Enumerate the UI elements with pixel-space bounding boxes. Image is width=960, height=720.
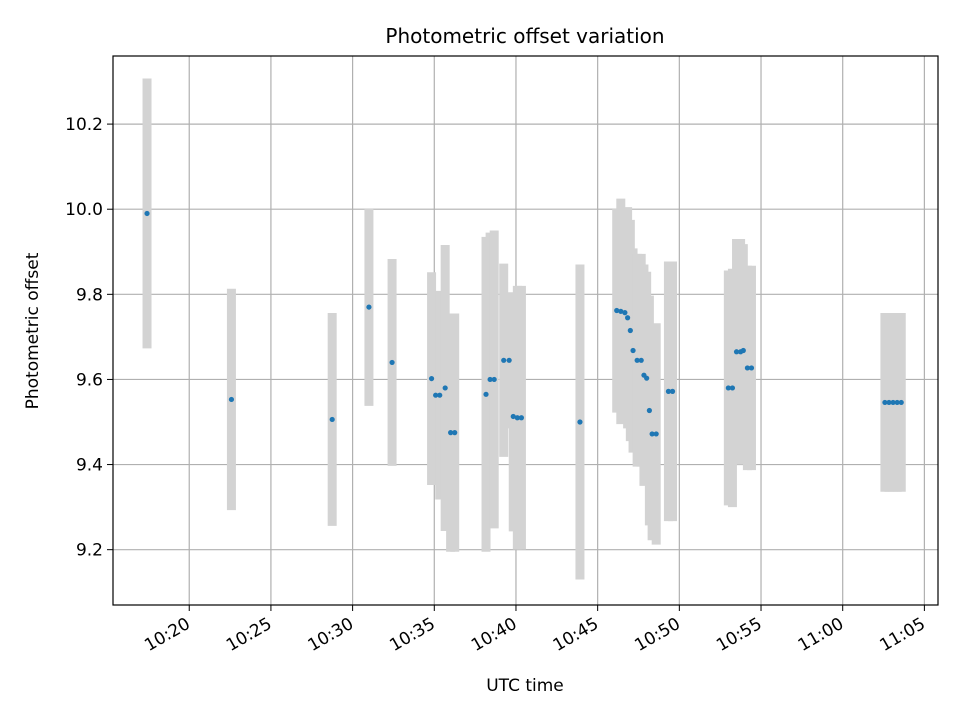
data-point <box>744 365 751 371</box>
plot-frame <box>112 55 939 606</box>
data-point <box>483 391 489 397</box>
data-point <box>644 375 650 381</box>
y-tick-label: 9.8 <box>76 285 103 305</box>
data-point <box>630 347 636 354</box>
data-point <box>433 392 439 398</box>
x-axis-title: UTC time <box>486 676 564 696</box>
data-point <box>890 399 896 406</box>
data-point <box>366 304 372 310</box>
data-point <box>653 431 659 437</box>
chart-title: Photometric offset variation <box>385 24 664 48</box>
data-point <box>894 399 900 406</box>
data-point <box>491 376 497 383</box>
data-point <box>518 415 525 421</box>
data-point <box>618 308 624 314</box>
data-point <box>487 376 493 383</box>
data-point <box>577 419 583 425</box>
data-point <box>638 357 644 363</box>
data-point <box>622 310 628 316</box>
y-tick-label: 9.2 <box>76 541 103 561</box>
data-point <box>614 307 620 314</box>
data-point <box>625 315 631 321</box>
y-axis-title: Photometric offset <box>23 252 43 409</box>
y-tick-label: 9.4 <box>76 456 103 476</box>
data-point <box>729 385 736 391</box>
data-point <box>329 416 335 423</box>
data-point <box>634 357 640 363</box>
data-points <box>144 210 904 437</box>
y-tick-label: 9.6 <box>76 370 103 390</box>
data-point <box>510 413 516 420</box>
y-axis-ticks: 9.2 9.4 9.6 9.8 10.0 10.2 <box>65 115 113 561</box>
data-point <box>448 430 454 436</box>
data-point <box>646 407 652 414</box>
data-point <box>748 365 755 371</box>
y-tick-label: 10.2 <box>65 115 103 135</box>
data-point <box>506 357 512 363</box>
data-point <box>665 388 672 394</box>
data-point <box>514 415 520 421</box>
data-point <box>501 357 507 363</box>
data-point <box>733 349 740 355</box>
data-point <box>725 385 731 391</box>
data-point <box>886 399 892 406</box>
data-point <box>740 347 746 354</box>
data-point <box>898 399 904 406</box>
data-point <box>442 385 448 391</box>
data-point <box>627 327 633 334</box>
data-point <box>437 392 443 398</box>
data-point <box>882 399 888 406</box>
y-tick-label: 10.0 <box>65 200 103 220</box>
data-point <box>389 359 395 366</box>
data-point <box>669 388 676 394</box>
data-point <box>144 210 150 217</box>
data-point <box>452 430 458 436</box>
data-point <box>649 431 655 437</box>
data-point <box>228 396 235 403</box>
data-point <box>428 375 435 382</box>
